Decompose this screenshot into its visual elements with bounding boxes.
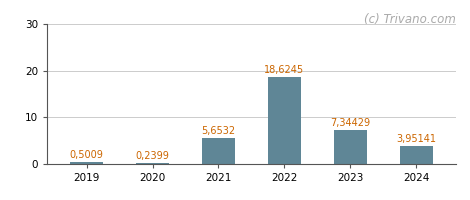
Text: 5,6532: 5,6532 (202, 126, 235, 136)
Bar (70, 162, 103, 164)
Bar (136, 163, 169, 164)
Bar (202, 138, 235, 164)
Text: 0,5009: 0,5009 (70, 150, 103, 160)
Bar (400, 146, 433, 164)
Text: 0,2399: 0,2399 (135, 151, 170, 161)
Text: 7,34429: 7,34429 (330, 118, 370, 128)
Text: 3,95141: 3,95141 (396, 134, 436, 144)
Bar (334, 130, 367, 164)
Bar (268, 77, 301, 164)
Text: 18,6245: 18,6245 (264, 65, 305, 75)
Text: (c) Trivano.com: (c) Trivano.com (364, 13, 456, 26)
